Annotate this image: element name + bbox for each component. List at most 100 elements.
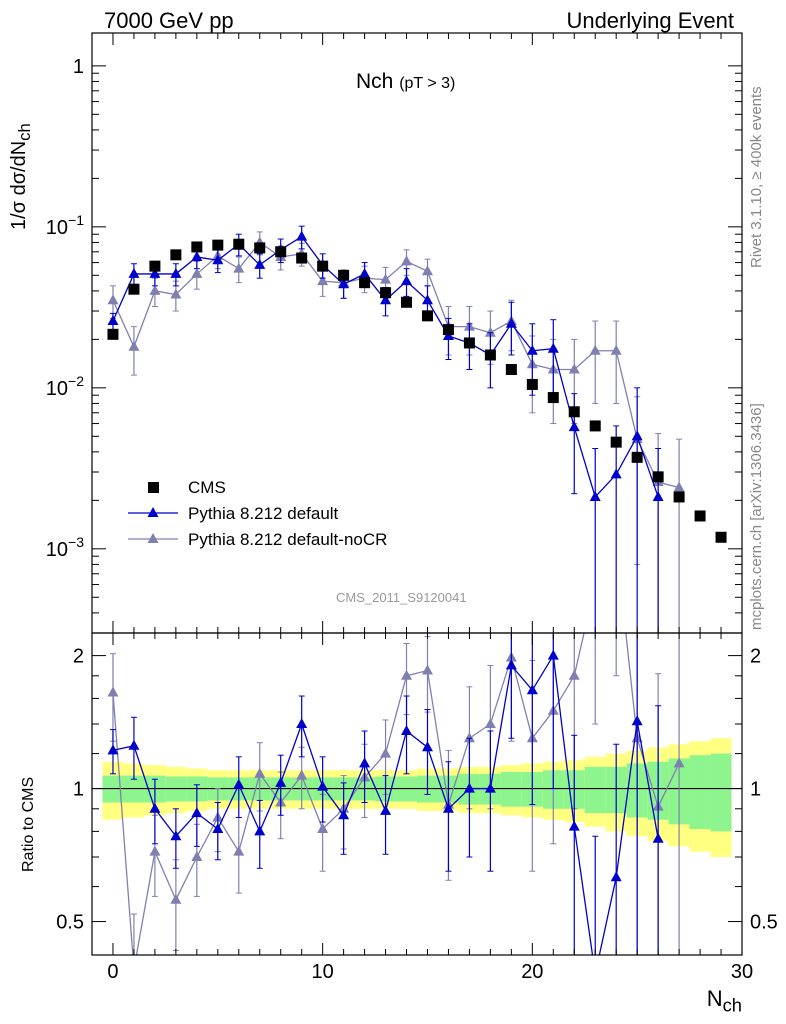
x-tick-label: 30 xyxy=(731,961,753,983)
main-pythia-nocr-marker xyxy=(589,344,601,355)
cms-data-point xyxy=(359,277,371,289)
main-pythia-default-marker xyxy=(107,315,119,326)
y-axis-label-top-sub: ch xyxy=(15,123,34,141)
main-pythia-nocr-marker xyxy=(380,273,392,284)
ratio-panel-frame xyxy=(91,632,743,956)
x-tick-label: 20 xyxy=(521,961,543,983)
cms-data-point xyxy=(463,337,475,349)
ratio-pythia-default-marker xyxy=(610,871,622,882)
y-tick-label-main: 10−3 xyxy=(46,534,84,561)
ratio-pythia-nocr-marker xyxy=(421,664,433,675)
cms-data-point xyxy=(128,283,140,295)
main-pythia-nocr-marker xyxy=(401,255,413,266)
main-pythia-default-marker xyxy=(547,342,559,353)
ratio-pythia-default-marker xyxy=(338,809,350,820)
mcplots-credit-label: mcplots.cern.ch [arXiv:1306.3436] xyxy=(748,403,765,630)
x-axis-label-main: N xyxy=(706,986,723,1011)
y-axis-label-top: 1/σ dσ/dNch xyxy=(8,123,35,230)
cms-data-point xyxy=(505,363,517,375)
ratio-pythia-default-marker xyxy=(359,757,371,768)
ratio-band-inner xyxy=(584,766,606,814)
ratio-pythia-default-marker xyxy=(401,724,413,735)
ratio-pythia-default-marker xyxy=(212,822,224,833)
main-pythia-default-marker xyxy=(359,267,371,278)
cms-data-point xyxy=(589,420,601,432)
cms-data-point xyxy=(631,451,643,463)
ratio-band-inner xyxy=(689,755,711,829)
main-pythia-default-marker xyxy=(589,490,601,501)
cms-data-point xyxy=(484,349,496,361)
header-energy-label: 7000 GeV pp xyxy=(104,8,234,33)
cms-data-point xyxy=(568,406,580,418)
main-pythia-nocr-marker xyxy=(233,262,245,273)
ratio-pythia-nocr-marker xyxy=(170,893,182,904)
y-axis-label-top-main: 1/σ dσ/dN xyxy=(8,140,30,230)
y-tick-label-main: 1 xyxy=(73,56,84,78)
x-axis-label: Nch xyxy=(707,986,742,1016)
main-pythia-default-marker xyxy=(631,430,643,441)
cms-data-point xyxy=(673,491,685,503)
main-pythia-nocr-marker xyxy=(568,363,580,374)
legend-label-cms: CMS xyxy=(188,478,226,497)
y-axis-label-ratio: Ratio to CMS xyxy=(20,776,37,872)
cms-data-point xyxy=(191,241,203,253)
ratio-pythia-default-marker xyxy=(107,744,119,755)
ratio-pythia-default-marker xyxy=(296,718,308,729)
ratio-pythia-nocr-marker xyxy=(254,767,266,778)
ratio-pythia-default-marker xyxy=(275,776,287,787)
cms-data-point xyxy=(380,287,392,299)
cms-data-point xyxy=(401,296,413,308)
x-tick-label: 0 xyxy=(107,961,118,983)
ratio-band-inner xyxy=(500,772,522,807)
main-pythia-nocr-marker xyxy=(107,294,119,305)
y-tick-label-ratio-right: 2 xyxy=(750,646,761,668)
main-pythia-nocr-marker xyxy=(170,288,182,299)
main-pythia-default-marker xyxy=(401,275,413,286)
ratio-band-inner xyxy=(710,753,732,832)
x-axis-label-sub: ch xyxy=(722,994,742,1016)
ratio-pythia-nocr-marker xyxy=(484,718,496,729)
y-tick-label-ratio-left: 2 xyxy=(73,646,84,668)
cms-data-point xyxy=(526,378,538,390)
ratio-pythia-default-marker xyxy=(254,825,266,836)
cms-data-point xyxy=(442,324,454,336)
ratio-pythia-default-marker xyxy=(421,741,433,752)
ratio-pythia-default-marker xyxy=(317,780,329,791)
ratio-pythia-default-marker xyxy=(442,802,454,813)
main-pythia-nocr-marker xyxy=(149,284,161,295)
ratio-pythia-nocr-marker xyxy=(673,757,685,768)
cms-data-point xyxy=(652,471,664,483)
main-pythia-nocr-marker xyxy=(191,267,203,278)
main-panel-content xyxy=(107,225,727,633)
main-pythia-default-marker xyxy=(610,468,622,479)
y-tick-label-ratio-left: 0.5 xyxy=(56,912,84,934)
header-analysis-label: Underlying Event xyxy=(566,8,734,33)
cms-data-point xyxy=(170,249,182,261)
ratio-pythia-nocr-line xyxy=(112,633,680,955)
y-tick-label-ratio-right: 0.5 xyxy=(750,912,778,934)
ratio-pythia-nocr-marker xyxy=(317,822,329,833)
cms-data-point xyxy=(296,252,308,264)
ratio-pythia-default-marker xyxy=(526,684,538,695)
cms-data-point xyxy=(212,239,224,251)
ratio-pythia-nocr-marker xyxy=(380,747,392,758)
main-pythia-default-marker xyxy=(254,258,266,269)
cms-data-point xyxy=(715,531,727,543)
main-pythia-default-marker xyxy=(149,267,161,278)
ratio-pythia-nocr-marker xyxy=(149,845,161,856)
cms-data-point xyxy=(275,246,287,258)
ratio-pythia-default-marker xyxy=(128,739,140,750)
ratio-pythia-default-marker xyxy=(170,830,182,841)
y-tick-label-ratio-left: 1 xyxy=(73,779,84,801)
ratio-pythia-nocr-marker xyxy=(107,686,119,697)
cms-data-point xyxy=(547,392,559,404)
main-pythia-default-marker xyxy=(505,317,517,328)
main-pythia-default-marker xyxy=(296,230,308,241)
ratio-pythia-default-marker xyxy=(463,782,475,793)
main-pythia-default-marker xyxy=(338,278,350,289)
main-pythia-default-marker xyxy=(191,250,203,261)
ratio-pythia-default-marker xyxy=(547,649,559,660)
y-tick-label-main: 10−2 xyxy=(46,373,84,400)
legend-marker-pythia-nocr xyxy=(147,533,159,543)
